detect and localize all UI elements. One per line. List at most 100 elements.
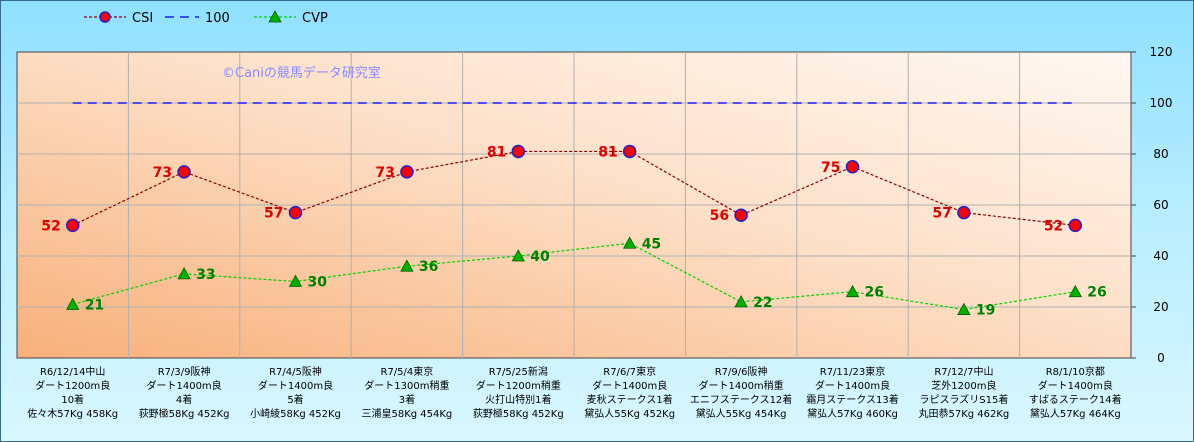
x-category-line: ラピスラズリS15着 — [919, 393, 1008, 406]
legend-label: CSI — [132, 11, 153, 26]
cvp-point — [957, 302, 971, 315]
csi-point — [177, 165, 191, 179]
x-category-line: 黛弘人55Kg 452Kg — [584, 407, 675, 420]
x-category-line: ダート1400m良 — [592, 379, 667, 392]
x-category-line: 3着 — [399, 393, 415, 406]
cvp-point — [511, 249, 525, 262]
cvp-point — [400, 259, 414, 272]
cvp-point — [177, 267, 191, 280]
x-category-line: R6/12/14中山 — [40, 365, 106, 378]
csi-point — [65, 218, 80, 233]
x-category-line: 黛弘人55Kg 454Kg — [696, 407, 787, 420]
csi-point — [1068, 218, 1083, 233]
csi-point — [734, 208, 748, 222]
x-category-line: R7/9/6阪神 — [715, 365, 768, 378]
x-category-line: 荻野極58Kg 452Kg — [473, 407, 564, 420]
cvp-point — [734, 295, 748, 308]
y-tick-label: 20 — [1153, 300, 1168, 314]
x-category-line: ダート1300m稍重 — [364, 379, 449, 392]
x-category-line: 4着 — [176, 393, 192, 406]
x-category-line: R7/12/7中山 — [934, 365, 993, 378]
x-category-line: R8/1/10京都 — [1046, 365, 1105, 378]
csi-data-label: 81 — [598, 144, 617, 160]
cvp-data-label: 19 — [976, 303, 995, 319]
cvp-data-label: 40 — [530, 249, 550, 265]
cvp-data-label: 36 — [419, 259, 438, 275]
x-category-line: 黛弘人57Kg 464Kg — [1030, 407, 1121, 420]
x-category-line: 佐々木57Kg 458Kg — [27, 408, 118, 420]
x-category-line: R7/11/23東京 — [820, 365, 886, 378]
x-category-line: 火打山特別1着 — [485, 393, 551, 406]
y-tick-label: 40 — [1153, 249, 1168, 263]
csi-point — [288, 205, 303, 220]
csi-point — [511, 144, 526, 159]
y-tick-label: 80 — [1153, 147, 1168, 161]
cvp-point — [288, 274, 303, 287]
cvp-point — [623, 236, 637, 249]
x-category-line: 三浦皇58Kg 454Kg — [361, 407, 452, 420]
x-category-line: すばるステーク14着 — [1029, 393, 1122, 406]
x-category-line: ダート1400m良 — [258, 379, 333, 392]
x-category-line: エニフステークス12着 — [690, 393, 792, 406]
x-category-line: 10着 — [61, 393, 84, 406]
legend-item: CSI — [84, 11, 153, 26]
csi-point — [400, 165, 414, 179]
cvp-point — [845, 284, 860, 298]
cvp-data-label: 30 — [308, 275, 328, 291]
legend-item: 100 — [165, 11, 230, 26]
y-tick-label: 120 — [1150, 45, 1173, 59]
watermark: ©Caniの競馬データ研究室 — [222, 65, 381, 81]
series-group — [65, 102, 1083, 315]
legend-label: CVP — [302, 11, 328, 26]
csi-data-label: 75 — [821, 160, 840, 176]
cvp-data-label: 26 — [865, 285, 884, 301]
cvp-data-label: 45 — [642, 236, 661, 252]
x-category-line: R7/6/7東京 — [603, 365, 656, 378]
x-category-line: ダート1200m良 — [35, 379, 110, 392]
x-category-line: 芝外1200m良 — [931, 379, 996, 392]
cvp-data-label: 22 — [753, 295, 772, 311]
legend-marker — [268, 10, 282, 23]
x-category-line: R7/5/25新潟 — [489, 365, 548, 378]
legend-label: 100 — [205, 11, 230, 26]
csi-data-label: 56 — [710, 208, 729, 224]
x-category-line: R7/5/4東京 — [381, 365, 434, 378]
x-category-line: 丸田恭57Kg 462Kg — [918, 407, 1009, 420]
y-axis-ticks: 0 20 40 60 80 100 120 — [1131, 45, 1172, 365]
x-category-line: 小崎綾58Kg 452Kg — [250, 407, 341, 420]
csi-data-label: 52 — [41, 218, 60, 234]
x-category-line: ダート1400m良 — [146, 379, 221, 392]
csi-point — [845, 160, 860, 174]
x-category-line: 麦秋ステークス1着 — [587, 393, 673, 406]
y-tick-label: 60 — [1153, 198, 1168, 212]
series-cvp-line — [72, 242, 1076, 311]
csi-data-label: 73 — [375, 165, 394, 181]
cvp-point — [1068, 284, 1082, 298]
legend-marker — [99, 11, 111, 23]
x-category-line: 5着 — [287, 393, 303, 406]
series-csi-line — [72, 150, 1076, 226]
legend: CSI 100 CVP — [84, 10, 328, 26]
data-labels: 21 33 30 36 40 45 22 26 19 26 52 73 57 73 81 81 56 75 57 52 — [41, 144, 1107, 318]
x-category-line: ダート1400m稍重 — [698, 379, 783, 392]
x-category-line: ダート1200m稍重 — [476, 379, 561, 392]
x-category-line: 霜月ステークス13着 — [806, 393, 898, 406]
csi-data-label: 73 — [153, 165, 172, 181]
y-tick-label: 100 — [1150, 96, 1173, 110]
x-category-line: R7/3/9阪神 — [158, 365, 211, 378]
cvp-point — [66, 297, 80, 310]
x-category-line: ダート1400m良 — [815, 379, 890, 392]
x-category-line: ダート1400m良 — [1038, 379, 1113, 392]
csi-data-label: 52 — [1044, 218, 1063, 234]
x-category-line: 荻野極58Kg 452Kg — [139, 407, 230, 420]
x-category-line: R7/4/5阪神 — [269, 365, 322, 378]
csi-data-label: 81 — [487, 144, 506, 160]
